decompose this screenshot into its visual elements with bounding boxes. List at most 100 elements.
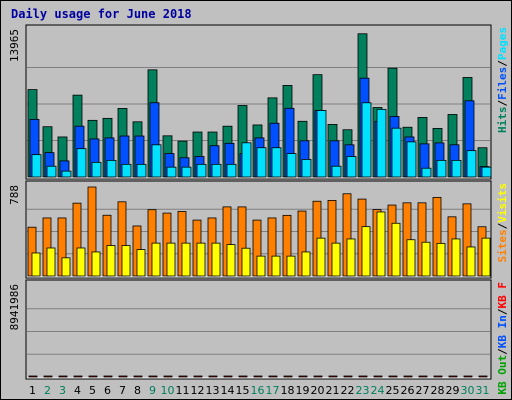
bar-kb-f-day-4 bbox=[73, 375, 83, 378]
legend-item: / bbox=[496, 348, 509, 355]
bar-pages-day-30 bbox=[466, 150, 477, 178]
series-kb-f bbox=[28, 375, 488, 378]
day-label: 16 bbox=[251, 384, 265, 397]
legend-item: Visits bbox=[496, 183, 509, 223]
bar-kb-f-day-9 bbox=[148, 375, 158, 378]
bar-visits-day-19 bbox=[301, 251, 311, 277]
bar-visits-day-11 bbox=[181, 242, 191, 277]
bar-visits-day-26 bbox=[406, 239, 416, 277]
bar-pages-day-12 bbox=[196, 163, 207, 178]
day-label: 17 bbox=[266, 384, 280, 397]
legend-item: Hits bbox=[496, 107, 509, 134]
bar-visits-day-24 bbox=[376, 211, 386, 277]
day-label: 18 bbox=[281, 384, 295, 397]
day-label: 7 bbox=[119, 384, 126, 397]
bar-visits-day-31 bbox=[481, 237, 491, 277]
bar-pages-day-1 bbox=[31, 154, 42, 178]
day-label: 30 bbox=[461, 384, 475, 397]
legend-item: KB Out bbox=[496, 355, 509, 395]
bar-kb-f-day-1 bbox=[28, 375, 38, 378]
bar-pages-day-19 bbox=[301, 159, 312, 178]
bar-visits-day-8 bbox=[136, 249, 146, 277]
day-label: 8 bbox=[134, 384, 141, 397]
day-label: 15 bbox=[236, 384, 250, 397]
bar-pages-day-16 bbox=[256, 147, 267, 178]
legend-item: / bbox=[496, 100, 509, 107]
bar-pages-day-17 bbox=[271, 147, 282, 178]
bar-pages-day-28 bbox=[436, 159, 447, 178]
bar-visits-day-9 bbox=[151, 242, 161, 277]
bar-kb-f-day-28 bbox=[433, 375, 443, 378]
bar-kb-f-day-26 bbox=[403, 375, 413, 378]
bar-pages-day-18 bbox=[286, 153, 297, 178]
bar-pages-day-9 bbox=[151, 144, 162, 178]
day-label: 21 bbox=[326, 384, 340, 397]
bar-pages-day-29 bbox=[451, 159, 462, 178]
day-label: 11 bbox=[176, 384, 190, 397]
bar-pages-day-5 bbox=[91, 161, 102, 178]
bar-kb-f-day-16 bbox=[253, 375, 263, 378]
bar-kb-f-day-14 bbox=[223, 375, 233, 378]
day-label: 3 bbox=[59, 384, 66, 397]
bar-pages-day-13 bbox=[211, 163, 222, 178]
bar-kb-f-day-22 bbox=[343, 375, 353, 378]
chart-panel-1: 13965 Hits/Files/Pages bbox=[8, 24, 509, 180]
bar-kb-f-day-3 bbox=[58, 375, 68, 378]
bar-pages-day-20 bbox=[316, 110, 327, 178]
day-axis: 1 2 3 4 5 6 7 8 9 10 11 12 13 14 15 16 17 18 19 20 21 22 23 24 2… bbox=[29, 384, 490, 397]
bar-visits-day-2 bbox=[46, 247, 56, 277]
day-label: 27 bbox=[416, 384, 430, 397]
bar-kb-f-day-21 bbox=[328, 375, 338, 378]
day-label: 12 bbox=[191, 384, 205, 397]
legend-item: KB F bbox=[496, 282, 509, 309]
bar-visits-day-7 bbox=[121, 245, 131, 277]
bar-pages-day-27 bbox=[421, 167, 432, 178]
bar-pages-day-6 bbox=[106, 159, 117, 178]
bar-visits-day-29 bbox=[451, 238, 461, 277]
day-label: 22 bbox=[341, 384, 355, 397]
bar-visits-day-17 bbox=[271, 255, 281, 277]
bar-visits-day-30 bbox=[466, 246, 476, 277]
bar-kb-f-day-13 bbox=[208, 375, 218, 378]
bar-kb-f-day-29 bbox=[448, 375, 458, 378]
day-label: 25 bbox=[386, 384, 400, 397]
bar-visits-day-23 bbox=[361, 226, 371, 277]
legend-item: / bbox=[496, 308, 509, 315]
bar-kb-f-day-27 bbox=[418, 375, 428, 378]
chart-panels: 13965 Hits/Files/Pages 788Sites/Visits8941… bbox=[8, 24, 509, 395]
bar-kb-f-day-15 bbox=[238, 375, 248, 378]
bar-pages-day-4 bbox=[76, 148, 87, 178]
day-label: 14 bbox=[221, 384, 235, 397]
bar-kb-f-day-11 bbox=[178, 375, 188, 378]
bar-pages-day-14 bbox=[226, 163, 237, 178]
bar-visits-day-12 bbox=[196, 242, 206, 277]
bar-visits-day-14 bbox=[226, 244, 236, 277]
bar-kb-f-day-6 bbox=[103, 375, 113, 378]
bar-pages-day-7 bbox=[121, 163, 132, 178]
bar-visits-day-28 bbox=[436, 242, 446, 277]
legend-item: / bbox=[496, 60, 509, 67]
day-label: 9 bbox=[149, 384, 156, 397]
bar-visits-day-21 bbox=[331, 242, 341, 277]
bar-visits-day-20 bbox=[316, 237, 326, 277]
series-pages bbox=[31, 102, 492, 178]
bar-kb-f-day-17 bbox=[268, 375, 278, 378]
bar-pages-day-11 bbox=[181, 166, 192, 178]
day-label: 5 bbox=[89, 384, 96, 397]
legend-item: / bbox=[496, 222, 509, 229]
day-label: 26 bbox=[401, 384, 415, 397]
bar-kb-f-day-19 bbox=[298, 375, 308, 378]
bar-visits-day-25 bbox=[391, 222, 401, 277]
day-label: 31 bbox=[476, 384, 490, 397]
chart-title: Daily usage for June 2018 bbox=[11, 7, 192, 21]
chart-panel-2: 788 Sites/Visits bbox=[8, 180, 509, 279]
series-visits bbox=[31, 211, 491, 277]
panel-legend: Hits/Files/Pages bbox=[496, 27, 509, 133]
bar-kb-f-day-12 bbox=[193, 375, 203, 378]
bar-visits-day-16 bbox=[256, 255, 266, 277]
legend-item: Sites bbox=[496, 229, 509, 262]
panel-max-label: 13965 bbox=[8, 29, 21, 62]
bar-kb-f-day-23 bbox=[358, 375, 368, 378]
